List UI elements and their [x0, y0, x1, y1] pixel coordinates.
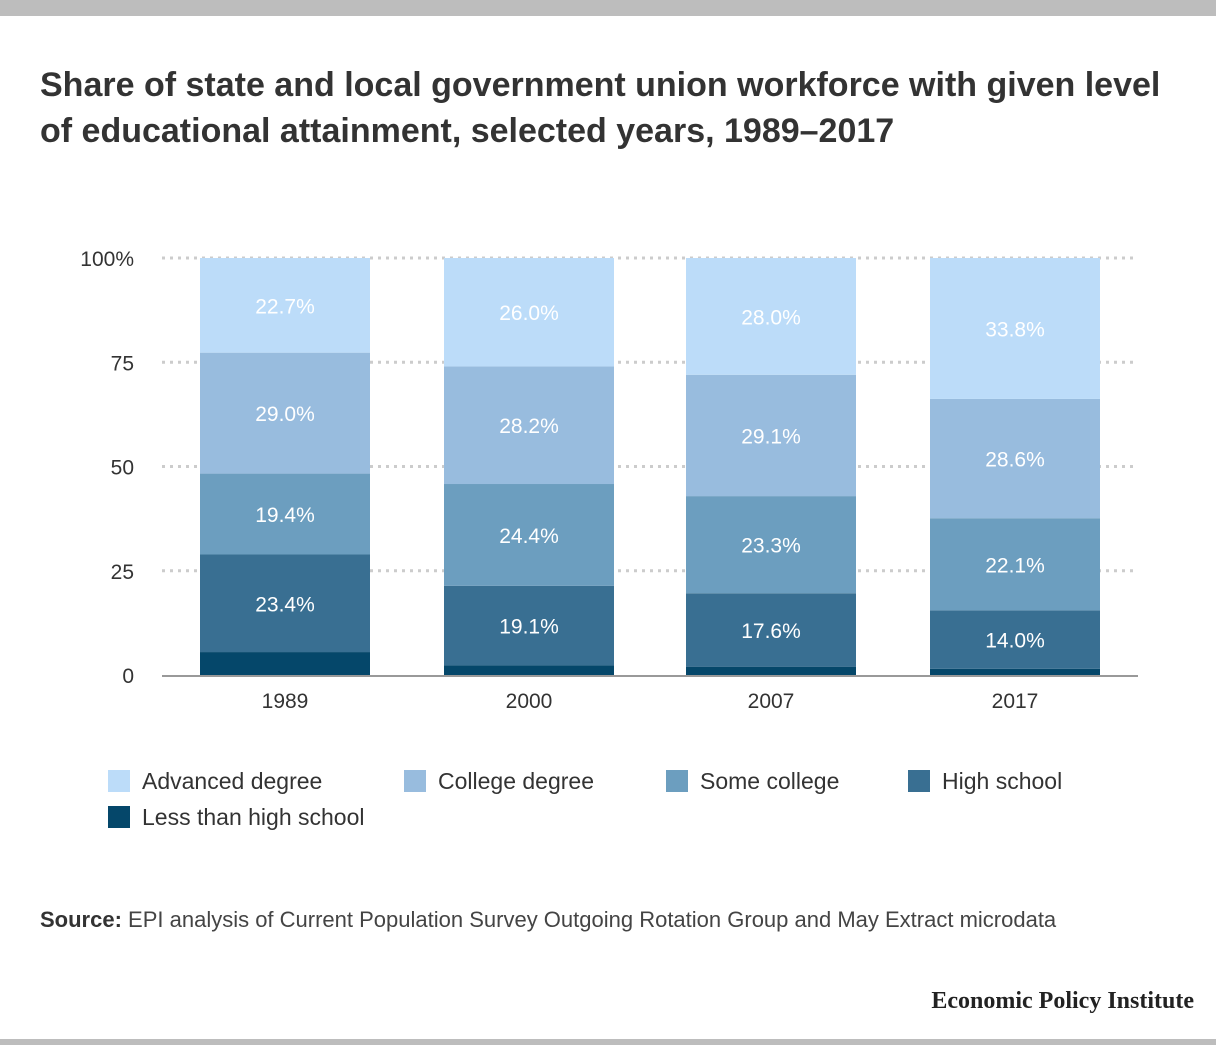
legend-swatch: [404, 770, 426, 792]
x-tick-label: 1989: [262, 690, 309, 713]
y-tick-label: 50: [111, 457, 134, 480]
data-label: 23.4%: [255, 593, 315, 616]
y-tick-label: 25: [111, 561, 134, 584]
bar-segment: [930, 610, 1100, 669]
y-tick-label: 0: [122, 665, 134, 688]
data-label: 26.0%: [499, 302, 559, 325]
legend-swatch: [108, 806, 130, 828]
source-label: Source:: [40, 907, 122, 932]
bar-segment: [930, 668, 1100, 675]
legend-swatch: [908, 770, 930, 792]
source-note: Source: EPI analysis of Current Populati…: [40, 904, 1160, 936]
bar-segment: [200, 652, 370, 675]
bar-segment: [686, 374, 856, 497]
bar-segment: [686, 496, 856, 594]
bar-segment: [200, 258, 370, 353]
data-label: 24.4%: [499, 525, 559, 548]
data-label: 22.7%: [255, 295, 315, 318]
data-label: 28.6%: [985, 449, 1045, 472]
data-label: 19.4%: [255, 504, 315, 527]
stacked-bar-chart: 0 25 50 75 100% 23.4% 19.4% 29.0% 22.7% 1989 19.1%…: [80, 248, 1138, 713]
legend-label: Advanced degree: [142, 767, 323, 794]
bar-segment: [686, 593, 856, 667]
y-tick-label: 75: [111, 352, 134, 375]
data-label: 29.0%: [255, 403, 315, 426]
data-label: 23.3%: [741, 535, 801, 558]
source-text: EPI analysis of Current Population Surve…: [121, 907, 1057, 932]
bar-segment: [930, 258, 1100, 399]
chart-title: Share of state and local government unio…: [40, 66, 1161, 150]
data-label: 29.1%: [741, 425, 801, 448]
x-tick-label: 2017: [992, 690, 1039, 713]
data-label: 22.1%: [985, 554, 1045, 577]
bar-segment: [444, 366, 614, 485]
bar-segment: [930, 518, 1100, 611]
legend-label: Less than high school: [142, 803, 365, 830]
x-tick-label: 2007: [748, 690, 795, 713]
legend-swatch: [666, 770, 688, 792]
bottom-border: [0, 1039, 1216, 1045]
bar-segment: [444, 585, 614, 666]
legend-label: College degree: [438, 767, 595, 794]
legend-item: High school: [908, 766, 1062, 796]
legend-label: High school: [942, 767, 1063, 794]
x-tick-label: 2000: [506, 690, 553, 713]
bar-segment: [444, 665, 614, 675]
bar-segment: [200, 352, 370, 474]
legend-item: College degree: [404, 766, 594, 796]
data-label: 28.0%: [741, 306, 801, 329]
data-label: 14.0%: [985, 630, 1045, 653]
y-tick-label: 100%: [80, 248, 134, 271]
data-label: 28.2%: [499, 415, 559, 438]
bar-segment: [200, 473, 370, 555]
bar-segment: [444, 258, 614, 367]
data-label: 33.8%: [985, 318, 1045, 341]
legend-item: Some college: [666, 766, 839, 796]
legend-swatch: [108, 770, 130, 792]
bar-segment: [200, 554, 370, 653]
bar-segment: [686, 666, 856, 675]
bar-segment: [686, 258, 856, 375]
data-label: 19.1%: [499, 616, 559, 639]
legend-label: Some college: [700, 767, 840, 794]
legend-item: Advanced degree: [108, 766, 322, 796]
brand-wordmark: Economic Policy Institute: [931, 988, 1194, 1014]
bar-segment: [930, 398, 1100, 519]
legend-item: Less than high school: [108, 802, 365, 832]
bar-segment: [444, 484, 614, 586]
data-label: 17.6%: [741, 620, 801, 643]
top-border: [0, 0, 1216, 16]
